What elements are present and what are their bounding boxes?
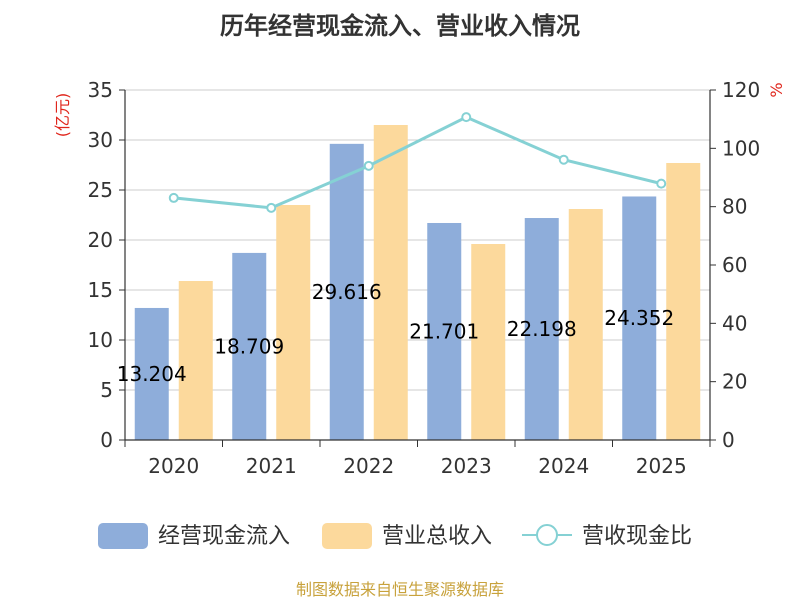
- ratio-point: [266, 202, 277, 213]
- bar-data-label: 13.204: [117, 362, 187, 386]
- bar-data-label: 21.701: [409, 319, 479, 343]
- left-axis-unit: (亿元): [53, 93, 72, 138]
- source-note: 制图数据来自恒生聚源数据库: [296, 580, 504, 599]
- bar-revenue: [568, 209, 603, 440]
- left-tick-label: 35: [88, 78, 113, 102]
- right-tick-label: 0: [722, 428, 735, 452]
- x-tick-label: 2023: [441, 454, 492, 478]
- x-tick-label: 2020: [148, 454, 199, 478]
- x-tick-label: 2024: [538, 454, 589, 478]
- bars: [134, 125, 701, 440]
- ratio-point: [363, 160, 374, 171]
- bar-data-label: 29.616: [312, 280, 382, 304]
- left-tick-label: 25: [88, 178, 113, 202]
- bar-data-label: 24.352: [604, 306, 674, 330]
- legend-label: 营业总收入: [382, 524, 492, 549]
- left-tick-label: 30: [88, 128, 113, 152]
- ratio-line-path: [173, 115, 662, 210]
- right-tick-label: 40: [722, 311, 747, 335]
- legend-label: 经营现金流入: [158, 524, 290, 549]
- legend: 经营现金流入 营业总收入 营收现金比: [98, 523, 692, 549]
- left-tick-label: 20: [88, 228, 113, 252]
- ratio-point: [461, 112, 472, 123]
- bar-cash-inflow: [622, 196, 657, 440]
- right-tick-label: 100: [722, 136, 760, 160]
- right-tick-label: 60: [722, 253, 747, 277]
- ratio-point: [558, 154, 569, 165]
- bar-cash-inflow: [427, 222, 462, 440]
- left-tick-label: 5: [100, 378, 113, 402]
- bar-data-label: 18.709: [214, 334, 284, 358]
- bar-revenue: [666, 163, 701, 440]
- bar-revenue: [471, 244, 506, 440]
- bar-revenue: [373, 125, 408, 440]
- left-tick-label: 10: [88, 328, 113, 352]
- ratio-point: [656, 178, 667, 189]
- right-tick-label: 20: [722, 370, 747, 394]
- bar-cash-inflow: [524, 218, 559, 440]
- right-tick-label: 80: [722, 195, 747, 219]
- bar-data-label: 22.198: [507, 317, 577, 341]
- bar-cash-inflow: [329, 143, 364, 440]
- data-labels: 13.204 18.709 29.616 21.701 22.198 24.352: [117, 280, 674, 386]
- legend-swatch: [98, 523, 148, 549]
- right-axis-unit: %: [767, 82, 786, 97]
- bar-revenue: [178, 281, 213, 440]
- legend-marker: [536, 524, 558, 546]
- left-tick-label: 0: [100, 428, 113, 452]
- bar-cash-inflow: [232, 252, 267, 440]
- x-tick-label: 2025: [636, 454, 687, 478]
- chart-title: 历年经营现金流入、营业收入情况: [220, 12, 580, 40]
- bar-revenue: [276, 205, 311, 440]
- legend-label: 营收现金比: [582, 524, 692, 549]
- x-tick-label: 2021: [246, 454, 297, 478]
- left-tick-label: 15: [88, 278, 113, 302]
- legend-swatch: [322, 523, 372, 549]
- right-tick-label: 120: [722, 78, 760, 102]
- x-tick-label: 2022: [343, 454, 394, 478]
- bar-cash-inflow: [134, 307, 169, 440]
- ratio-point: [168, 192, 179, 203]
- ratio-line: [168, 112, 667, 213]
